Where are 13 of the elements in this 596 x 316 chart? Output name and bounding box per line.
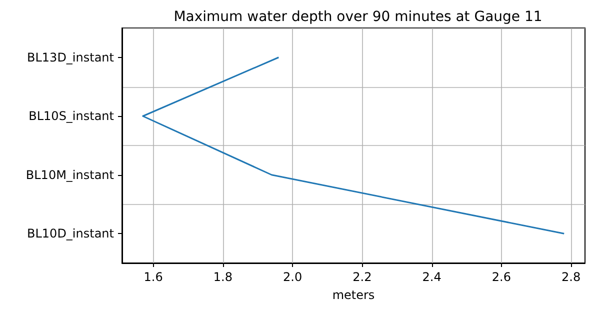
x-tick-label: 2.0: [283, 270, 302, 284]
x-tick-label: 1.8: [213, 270, 232, 284]
chart-title: Maximum water depth over 90 minutes at Gauge 11: [174, 9, 542, 25]
y-tick-label: BL10S_instant: [28, 109, 114, 124]
x-tick-label: 2.8: [562, 270, 581, 284]
y-tick-label: BL10M_instant: [26, 168, 114, 182]
y-tick-label: BL13D_instant: [27, 50, 114, 64]
x-axis-title: meters: [332, 288, 375, 302]
x-tick-label: 2.4: [422, 270, 442, 284]
y-tick-label: BL10D_instant: [27, 226, 114, 241]
x-tick-label: 1.6: [144, 270, 163, 284]
x-tick-label: 2.6: [492, 270, 511, 284]
x-tick-label: 2.2: [352, 270, 372, 284]
